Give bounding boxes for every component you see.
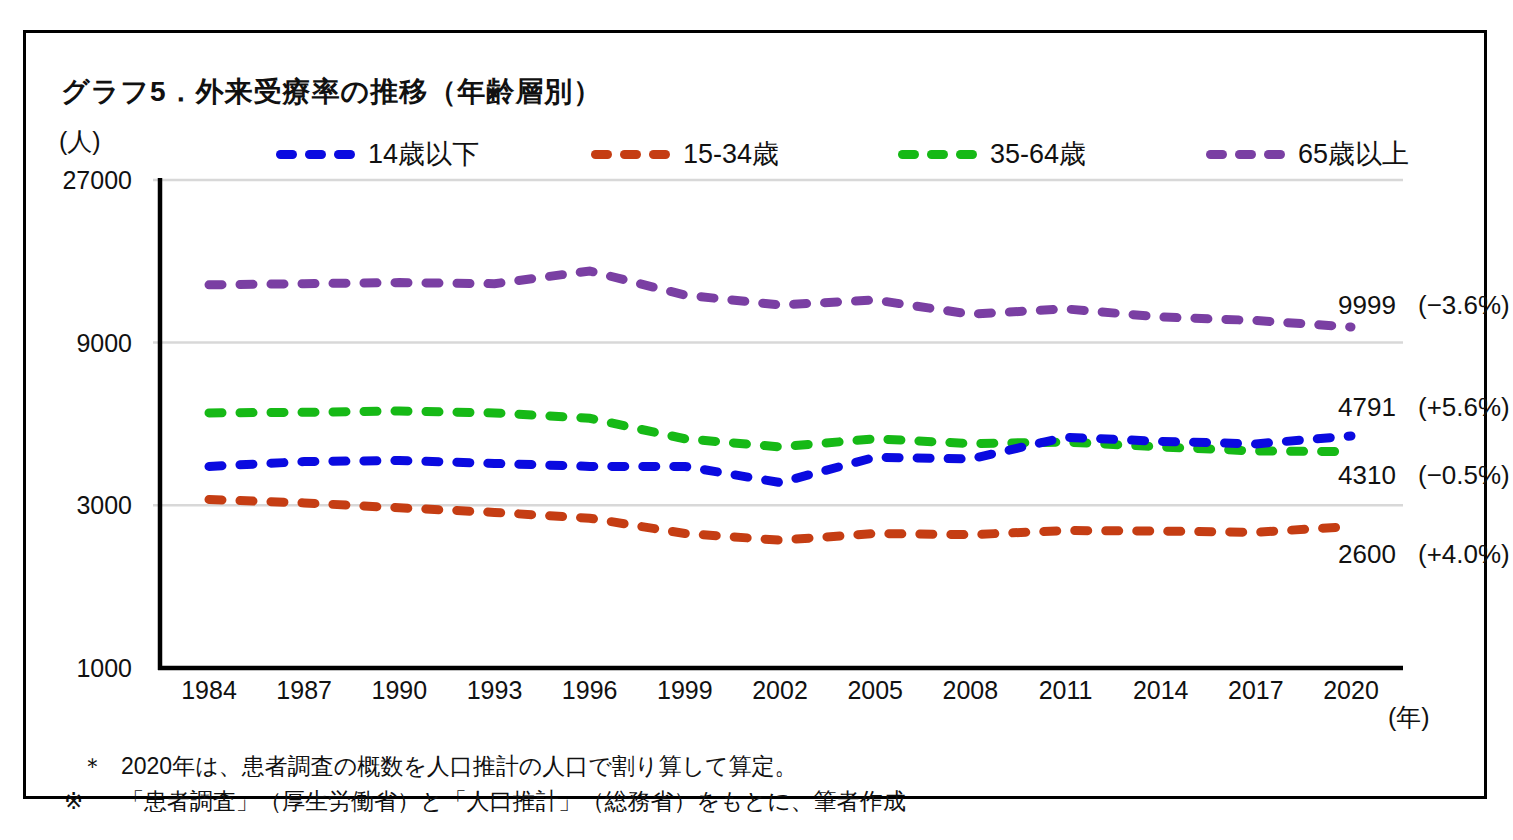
y-tick-label: 3000 — [76, 491, 132, 519]
series-end-annotation: 4791 (+5.6%) — [1338, 392, 1510, 423]
x-tick-label: 2020 — [1323, 676, 1379, 704]
y-tick-label: 9000 — [76, 329, 132, 357]
annotation-change: (−0.5%) — [1418, 460, 1510, 491]
footnote-text: 2020年は、患者調査の概数を人口推計の人口で割り算して算定。 — [121, 751, 797, 782]
x-tick-label: 1993 — [467, 676, 523, 704]
x-tick-label: 1999 — [657, 676, 713, 704]
y-tick-label: 1000 — [76, 654, 132, 682]
footnote-text: 「患者調査」（厚生労働省）と「人口推計」（総務省）をもとに、筆者作成 — [121, 786, 906, 817]
chart-frame: グラフ5．外来受療率の推移（年齢層別） (人) 14歳以下15-34歳35-64… — [23, 30, 1487, 799]
series-line-1 — [209, 436, 1351, 483]
annotation-value: 4310 — [1338, 460, 1396, 491]
x-tick-label: 2002 — [752, 676, 808, 704]
x-axis-unit-label: (年) — [1388, 701, 1430, 734]
figure-page: グラフ5．外来受療率の推移（年齢層別） (人) 14歳以下15-34歳35-64… — [0, 0, 1513, 840]
series-end-annotation: 4310 (−0.5%) — [1338, 460, 1510, 491]
annotation-value: 2600 — [1338, 539, 1396, 570]
annotation-change: (+4.0%) — [1418, 539, 1510, 570]
x-tick-label: 1987 — [276, 676, 332, 704]
annotation-change: (+5.6%) — [1418, 392, 1510, 423]
annotation-change: (−3.6%) — [1418, 290, 1510, 321]
footnote: ※「患者調査」（厚生労働省）と「人口推計」（総務省）をもとに、筆者作成 — [64, 786, 906, 817]
footnote: ＊2020年は、患者調査の概数を人口推計の人口で割り算して算定。 — [64, 751, 797, 782]
series-end-annotation: 9999 (−3.6%) — [1338, 290, 1510, 321]
footnote-mark: ＊ — [64, 751, 121, 782]
line-chart: 27000 9000 3000 1000 1984 1987 1990 1993 1996 199… — [26, 33, 1513, 840]
series-line-4 — [209, 271, 1351, 327]
annotation-value: 9999 — [1338, 290, 1396, 321]
y-tick-label: 27000 — [62, 166, 132, 194]
x-tick-label: 2014 — [1133, 676, 1189, 704]
x-tick-label: 2005 — [847, 676, 903, 704]
x-tick-label: 1984 — [181, 676, 237, 704]
x-tick-label: 1990 — [372, 676, 428, 704]
x-tick-label: 2008 — [943, 676, 999, 704]
x-tick-label: 2017 — [1228, 676, 1284, 704]
series-end-annotation: 2600 (+4.0%) — [1338, 539, 1510, 570]
x-tick-label: 1996 — [562, 676, 618, 704]
series-line-3 — [209, 411, 1351, 452]
x-tick-label: 2011 — [1039, 676, 1093, 704]
annotation-value: 4791 — [1338, 392, 1396, 423]
footnote-mark: ※ — [64, 788, 121, 815]
